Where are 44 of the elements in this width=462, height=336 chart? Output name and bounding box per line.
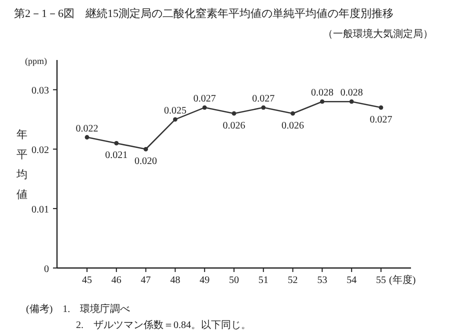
data-label: 0.028 bbox=[310, 88, 334, 99]
x-tick-label: 49 bbox=[200, 275, 210, 286]
data-label: 0.020 bbox=[134, 156, 158, 168]
point bbox=[378, 105, 384, 110]
y-tick-label: 0.03 bbox=[32, 86, 49, 97]
point bbox=[349, 99, 354, 104]
xlabel: (年度) bbox=[389, 275, 416, 286]
y-tick-label: 0 bbox=[44, 264, 49, 275]
data-label: 0.026 bbox=[222, 120, 246, 132]
data-label: 0.021 bbox=[105, 150, 128, 162]
point bbox=[320, 99, 324, 104]
point bbox=[84, 135, 90, 140]
point bbox=[261, 105, 266, 110]
x-tick-label: 51 bbox=[258, 275, 268, 286]
title: 第2－1－6図 継続15測定局の二酸化窒素年平均値の単純平均値の年度別推移 bbox=[14, 8, 394, 20]
data-label: 0.027 bbox=[370, 114, 392, 126]
text: (備考) 1. 環境庁調べ bbox=[26, 303, 130, 315]
data-label: 0.027 bbox=[193, 94, 216, 105]
point bbox=[173, 117, 178, 122]
data-label: 0.022 bbox=[76, 123, 98, 134]
y-axis-title: 年平均値 bbox=[16, 129, 28, 201]
data-label: 0.028 bbox=[340, 88, 363, 99]
point bbox=[144, 146, 148, 152]
text: (ppm) bbox=[25, 56, 47, 66]
subtitle: （一般環境大気測定局） bbox=[323, 29, 433, 40]
x-tick-label: 55 bbox=[376, 275, 386, 286]
data-label: 0.025 bbox=[164, 105, 186, 116]
point bbox=[232, 111, 236, 116]
text: 2. ザルツマン係数＝0.84。以下同じ。 bbox=[76, 319, 251, 331]
x-tick-label: 46 bbox=[111, 275, 122, 286]
point bbox=[202, 105, 207, 110]
x-tick-label: 45 bbox=[82, 275, 92, 286]
point bbox=[290, 111, 295, 116]
x-tick-label: 48 bbox=[170, 275, 180, 286]
x-tick-label: 47 bbox=[140, 275, 151, 286]
x-tick-label: 52 bbox=[288, 275, 298, 286]
point bbox=[114, 141, 119, 146]
data-label: 0.026 bbox=[282, 120, 304, 132]
y-tick-label: 0.02 bbox=[32, 145, 49, 156]
y-tick-label: 0.01 bbox=[32, 204, 49, 216]
x-tick-label: 50 bbox=[229, 275, 239, 286]
x-tick-label: 54 bbox=[346, 275, 357, 286]
x-tick-label: 53 bbox=[317, 275, 328, 286]
data-label: 0.027 bbox=[252, 94, 275, 105]
